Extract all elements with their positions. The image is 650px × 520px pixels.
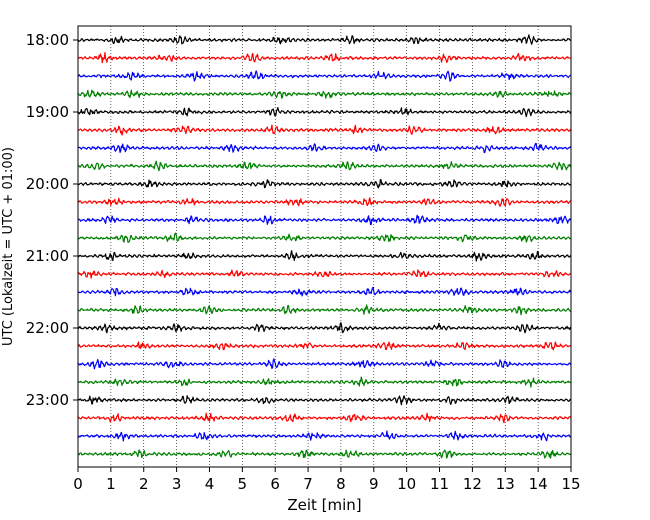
x-tick-label: 1 [106,475,116,493]
seismic-trace-2315 [77,412,572,424]
x-tick-label: 12 [463,475,482,493]
plot-area-frame [77,25,572,468]
x-tick-label: 11 [430,475,449,493]
x-tick-label: 4 [205,475,215,493]
x-tick-label: 3 [172,475,182,493]
seismic-trace-1830 [77,70,572,82]
x-tick-label: 13 [496,475,515,493]
trace-group [77,34,572,459]
seismic-trace-2130 [77,286,572,297]
x-tick-label: 6 [270,475,280,493]
x-tick-label: 5 [238,475,248,493]
x-tick-label: 2 [139,475,149,493]
seismic-trace-1800 [77,34,572,45]
seismic-trace-1815 [77,52,572,64]
y-tick-label: 20:00 [26,175,69,193]
y-tick-label: 23:00 [26,391,69,409]
x-axis-label: Zeit [min] [287,496,361,514]
x-tick-label: 8 [336,475,346,493]
seismic-trace-2015 [77,197,572,207]
seismic-trace-2100 [77,250,571,262]
y-tick-label: 21:00 [26,247,69,265]
seismic-trace-2330 [77,430,572,442]
seismic-trace-2145 [77,304,572,316]
seismic-trace-1930 [77,142,572,154]
seismic-trace-2300 [77,395,572,406]
x-tick-label: 10 [397,475,416,493]
y-axis-label: UTC (Lokalzeit = UTC + 01:00) [1,147,16,346]
seismic-trace-2115 [77,269,572,279]
x-tick-label: 15 [561,475,580,493]
x-tick-label: 9 [369,475,379,493]
seismic-trace-1900 [77,107,572,118]
seismic-trace-2000 [77,179,572,189]
x-axis: 0 1 2 3 4 5 6 7 8 9 10 11 12 13 14 15 [73,467,581,493]
seismic-trace-2030 [77,214,572,226]
y-tick-label: 22:00 [26,319,69,337]
x-tick-label: 7 [303,475,313,493]
seismic-trace-2045 [77,232,572,243]
seismic-trace-2245 [77,376,572,388]
seismic-trace-1845 [77,89,572,99]
seismic-trace-2215 [77,341,572,351]
seismic-trace-2345 [77,449,572,459]
x-tick-label: 14 [529,475,548,493]
y-tick-label: 19:00 [26,103,69,121]
seismic-trace-2200 [77,322,572,334]
y-axis: 18:00 19:00 20:00 21:00 22:00 23:00 [26,31,78,409]
seismic-trace-1945 [77,160,572,172]
seismic-trace-2230 [77,358,572,370]
seismic-trace-1915 [77,124,572,136]
x-tick-label: 0 [73,475,83,493]
y-tick-label: 18:00 [26,31,69,49]
